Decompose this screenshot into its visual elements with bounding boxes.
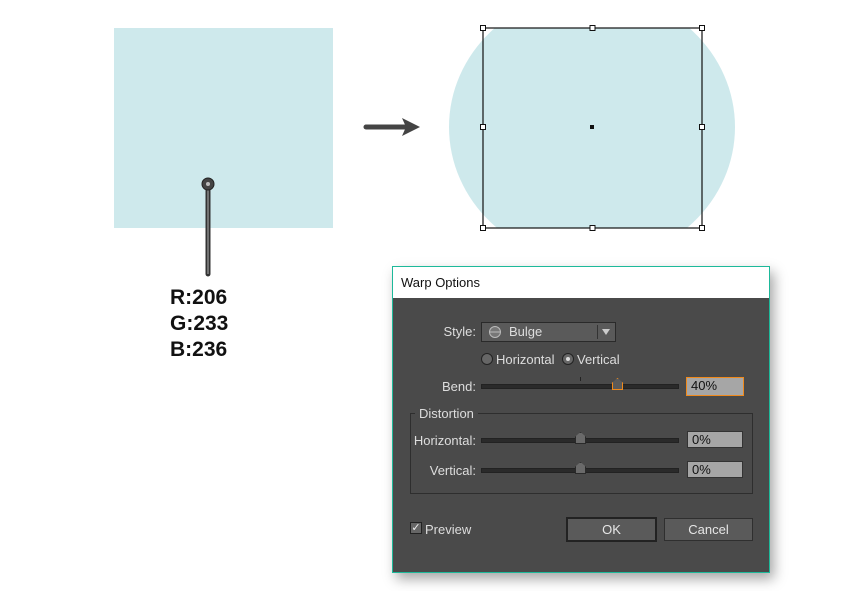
- distortion-group: [410, 413, 753, 494]
- cancel-button[interactable]: Cancel: [664, 518, 753, 541]
- distortion-horizontal-thumb[interactable]: [575, 432, 586, 444]
- distortion-horizontal-input[interactable]: 0%: [687, 431, 743, 448]
- ok-button[interactable]: OK: [566, 517, 657, 542]
- original-rectangle: [114, 28, 333, 228]
- distortion-label: Distortion: [415, 406, 478, 421]
- bend-input[interactable]: 40%: [686, 377, 744, 396]
- preview-checkbox[interactable]: ✓: [410, 521, 422, 534]
- preview-label: Preview: [425, 522, 472, 537]
- warp-options-dialog: Warp Options Style: Bulge Horizontal Ver…: [392, 266, 770, 573]
- warped-shape: [449, 25, 735, 231]
- eyedropper-icon: [201, 177, 215, 277]
- red-value: R:206: [170, 286, 228, 309]
- horizontal-radio-label: Horizontal: [496, 352, 555, 367]
- distortion-horizontal-label: Horizontal:: [413, 433, 476, 448]
- distortion-vertical-label: Vertical:: [429, 463, 476, 478]
- chevron-down-icon: [602, 329, 610, 335]
- bulge-icon: [489, 326, 501, 338]
- dialog-title: Warp Options: [393, 267, 769, 298]
- green-value: G:233: [170, 312, 229, 335]
- arrow-right-icon: [363, 118, 420, 136]
- style-value: Bulge: [509, 324, 543, 339]
- bend-label: Bend:: [442, 379, 476, 394]
- blue-value: B:236: [170, 338, 228, 361]
- bend-slider-thumb[interactable]: [612, 378, 623, 390]
- horizontal-radio[interactable]: [481, 353, 493, 365]
- bend-slider[interactable]: [481, 384, 679, 389]
- distortion-vertical-input[interactable]: 0%: [687, 461, 743, 478]
- vertical-radio-label: Vertical: [577, 352, 620, 367]
- distortion-vertical-thumb[interactable]: [575, 462, 586, 474]
- style-dropdown[interactable]: Bulge: [481, 322, 616, 342]
- style-label: Style:: [443, 324, 476, 339]
- vertical-radio[interactable]: [562, 353, 574, 365]
